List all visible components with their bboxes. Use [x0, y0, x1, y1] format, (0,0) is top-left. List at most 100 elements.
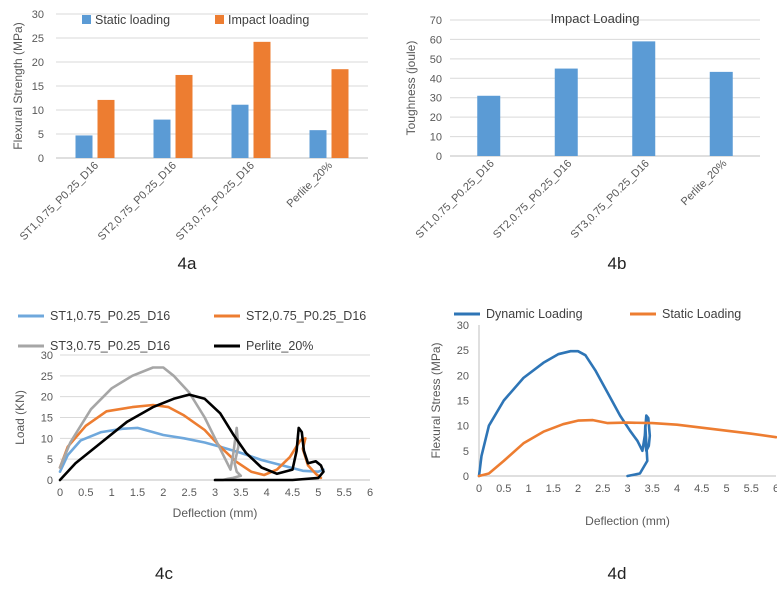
bar-impact — [331, 69, 349, 158]
y-axis-title: Flexural Stress (MPa) — [429, 342, 443, 458]
y-tick-label: 30 — [32, 9, 44, 21]
legend-swatch-impact — [215, 15, 224, 24]
y-tick-label: 0 — [47, 475, 53, 487]
x-tick-label: 5 — [315, 487, 321, 499]
x-tick-label: ST2,0.75_P0.25_D16 — [96, 160, 179, 243]
chart-4b: 0 10 20 30 40 50 60 70 ST1,0.75_P0.25_D16ST2,0.7… — [404, 11, 760, 241]
y-tick-label: 15 — [457, 396, 469, 408]
y-tick-label: 10 — [457, 421, 469, 433]
chart-4d: 0 5 10 15 20 25 30 0 0.5 1 1.5 2 2.5 3 3.5 4 4.5 5 5.5 6 Def… — [429, 307, 777, 528]
x-axis-title: Deflection (mm) — [173, 506, 258, 520]
x-tick-label: 1.5 — [130, 487, 145, 499]
y-tick-label: 0 — [436, 151, 442, 163]
x-tick-label: 1.5 — [546, 483, 561, 495]
y-tick-label: 30 — [457, 320, 469, 332]
x-tick-label: 6 — [773, 483, 777, 495]
x-tick-label: Perlite_20% — [285, 159, 336, 210]
x-tick-label: 5 — [723, 483, 729, 495]
x-tick-label: 0.5 — [78, 487, 93, 499]
series-line-dynamic-loading — [477, 349, 652, 478]
figure-caption: 4b — [608, 254, 627, 273]
bar-toughness — [477, 95, 501, 156]
x-tick-label: 0 — [57, 487, 63, 499]
y-tick-label: 20 — [457, 370, 469, 382]
legend-label: Static loading — [95, 13, 170, 27]
y-tick-label: 20 — [32, 57, 44, 69]
bar-toughness — [632, 41, 656, 156]
x-tick-label: 3.5 — [233, 487, 248, 499]
x-tick-label: 5.5 — [337, 487, 352, 499]
bar-impact — [175, 74, 193, 158]
x-tick-label: 3.5 — [645, 483, 660, 495]
x-tick-label: 4.5 — [285, 487, 300, 499]
x-tick-label: 1 — [109, 487, 115, 499]
y-tick-label: 25 — [41, 371, 53, 383]
y-tick-label: 5 — [47, 454, 53, 466]
x-tick-label: 2.5 — [182, 487, 197, 499]
y-tick-label: 10 — [430, 132, 442, 144]
bar-static — [153, 119, 171, 158]
legend: Static loading Impact loading — [82, 13, 309, 27]
y-tick-label: 5 — [463, 446, 469, 458]
y-axis-title: Load (KN) — [13, 390, 27, 445]
x-tick-label: 5.5 — [744, 483, 759, 495]
y-tick-label: 10 — [32, 105, 44, 117]
x-tick-label: 6 — [367, 487, 373, 499]
x-tick-label: 1 — [525, 483, 531, 495]
bar-impact — [253, 41, 271, 159]
legend-label: ST2,0.75_P0.25_D16 — [246, 309, 366, 323]
x-tick-label: 4 — [264, 487, 270, 499]
legend-swatch-static — [82, 15, 91, 24]
y-tick-label: 30 — [430, 93, 442, 105]
legend-label: ST1,0.75_P0.25_D16 — [50, 309, 170, 323]
legend-label: ST3,0.75_P0.25_D16 — [50, 339, 170, 353]
y-tick-label: 5 — [38, 129, 44, 141]
y-tick-label: 15 — [41, 413, 53, 425]
figure-caption: 4c — [155, 564, 173, 583]
y-tick-label: 70 — [430, 15, 442, 27]
y-tick-label: 0 — [463, 471, 469, 483]
x-tick-label: ST2,0.75_P0.25_D16 — [491, 158, 574, 241]
x-tick-label: 2 — [575, 483, 581, 495]
figure-caption: 4a — [178, 254, 197, 273]
bar-static — [309, 130, 327, 158]
x-tick-label: 2.5 — [595, 483, 610, 495]
x-tick-label: 4.5 — [694, 483, 709, 495]
x-axis-title: Deflection (mm) — [585, 514, 670, 528]
legend: Dynamic Loading Static Loading — [454, 307, 741, 321]
y-tick-label: 40 — [430, 73, 442, 85]
legend-label: Perlite_20% — [246, 339, 313, 353]
series-line-static-loading — [477, 418, 777, 478]
legend-label: Dynamic Loading — [486, 307, 583, 321]
legend-label: Impact loading — [228, 13, 309, 27]
figure-caption: 4d — [608, 564, 627, 583]
legend: ST1,0.75_P0.25_D16 ST2,0.75_P0.25_D16 ST3,… — [18, 309, 366, 353]
series-line-st2-0-75-p0-25-d16 — [58, 403, 323, 480]
y-tick-label: 15 — [32, 81, 44, 93]
bar-static — [75, 135, 93, 158]
chart-4c: 0 5 10 15 20 25 30 0 0.5 1 1.5 2 2.5 3 3.5 4 4.5 5 5.5 6 Def… — [13, 309, 373, 520]
x-tick-label: ST3,0.75_P0.25_D16 — [569, 158, 652, 241]
y-tick-label: 20 — [430, 112, 442, 124]
y-tick-label: 30 — [41, 350, 53, 362]
x-tick-label: ST3,0.75_P0.25_D16 — [174, 160, 257, 243]
legend-label: Static Loading — [662, 307, 741, 321]
series-line-st1-0-75-p0-25-d16 — [58, 426, 325, 474]
chart-title: Impact Loading — [551, 11, 640, 26]
bar-toughness — [554, 68, 578, 156]
y-axis-title: Toughness (joule) — [404, 41, 418, 136]
y-axis-title: Flexural Strength (MPa) — [11, 22, 25, 149]
y-tick-label: 0 — [38, 153, 44, 165]
x-tick-label: Perlite_20% — [679, 157, 730, 208]
series-line-st3-0-75-p0-25-d16 — [58, 366, 243, 482]
bar-static — [231, 104, 249, 158]
x-tick-label: 0.5 — [496, 483, 511, 495]
y-tick-label: 60 — [430, 34, 442, 46]
x-tick-label: ST1,0.75_P0.25_D16 — [414, 158, 497, 241]
chart-4a: 0 5 10 15 20 25 30 ST1,0.75_P0.25_D16ST2,0.75_P… — [11, 9, 368, 243]
x-tick-label: ST1,0.75_P0.25_D16 — [18, 160, 101, 243]
y-tick-label: 25 — [457, 345, 469, 357]
series-line-perlite-20- — [58, 393, 325, 482]
y-tick-label: 50 — [430, 54, 442, 66]
